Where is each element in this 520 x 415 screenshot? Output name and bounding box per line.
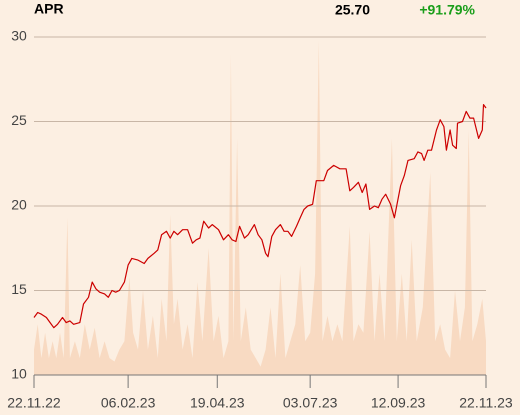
x-tick-label: 06.02.23 [101, 395, 156, 411]
price-line [33, 104, 487, 329]
x-tick-label: 22.11.22 [7, 395, 61, 411]
price-change: +91.79% [419, 2, 475, 18]
x-tick-label: 22.11.23 [459, 395, 513, 411]
volume-area [34, 40, 486, 376]
x-tick-label: 12.09.23 [371, 395, 426, 411]
y-tick-label: 20 [11, 197, 27, 213]
last-price: 25.70 [335, 2, 370, 18]
chart-title: APR [34, 1, 64, 17]
x-tick-label: 19.04.23 [190, 395, 245, 411]
y-tick-label: 10 [11, 366, 27, 382]
x-tick-label: 03.07.23 [283, 395, 338, 411]
y-tick-label: 15 [11, 281, 27, 297]
y-tick-label: 30 [11, 28, 27, 44]
y-tick-label: 25 [11, 112, 27, 128]
